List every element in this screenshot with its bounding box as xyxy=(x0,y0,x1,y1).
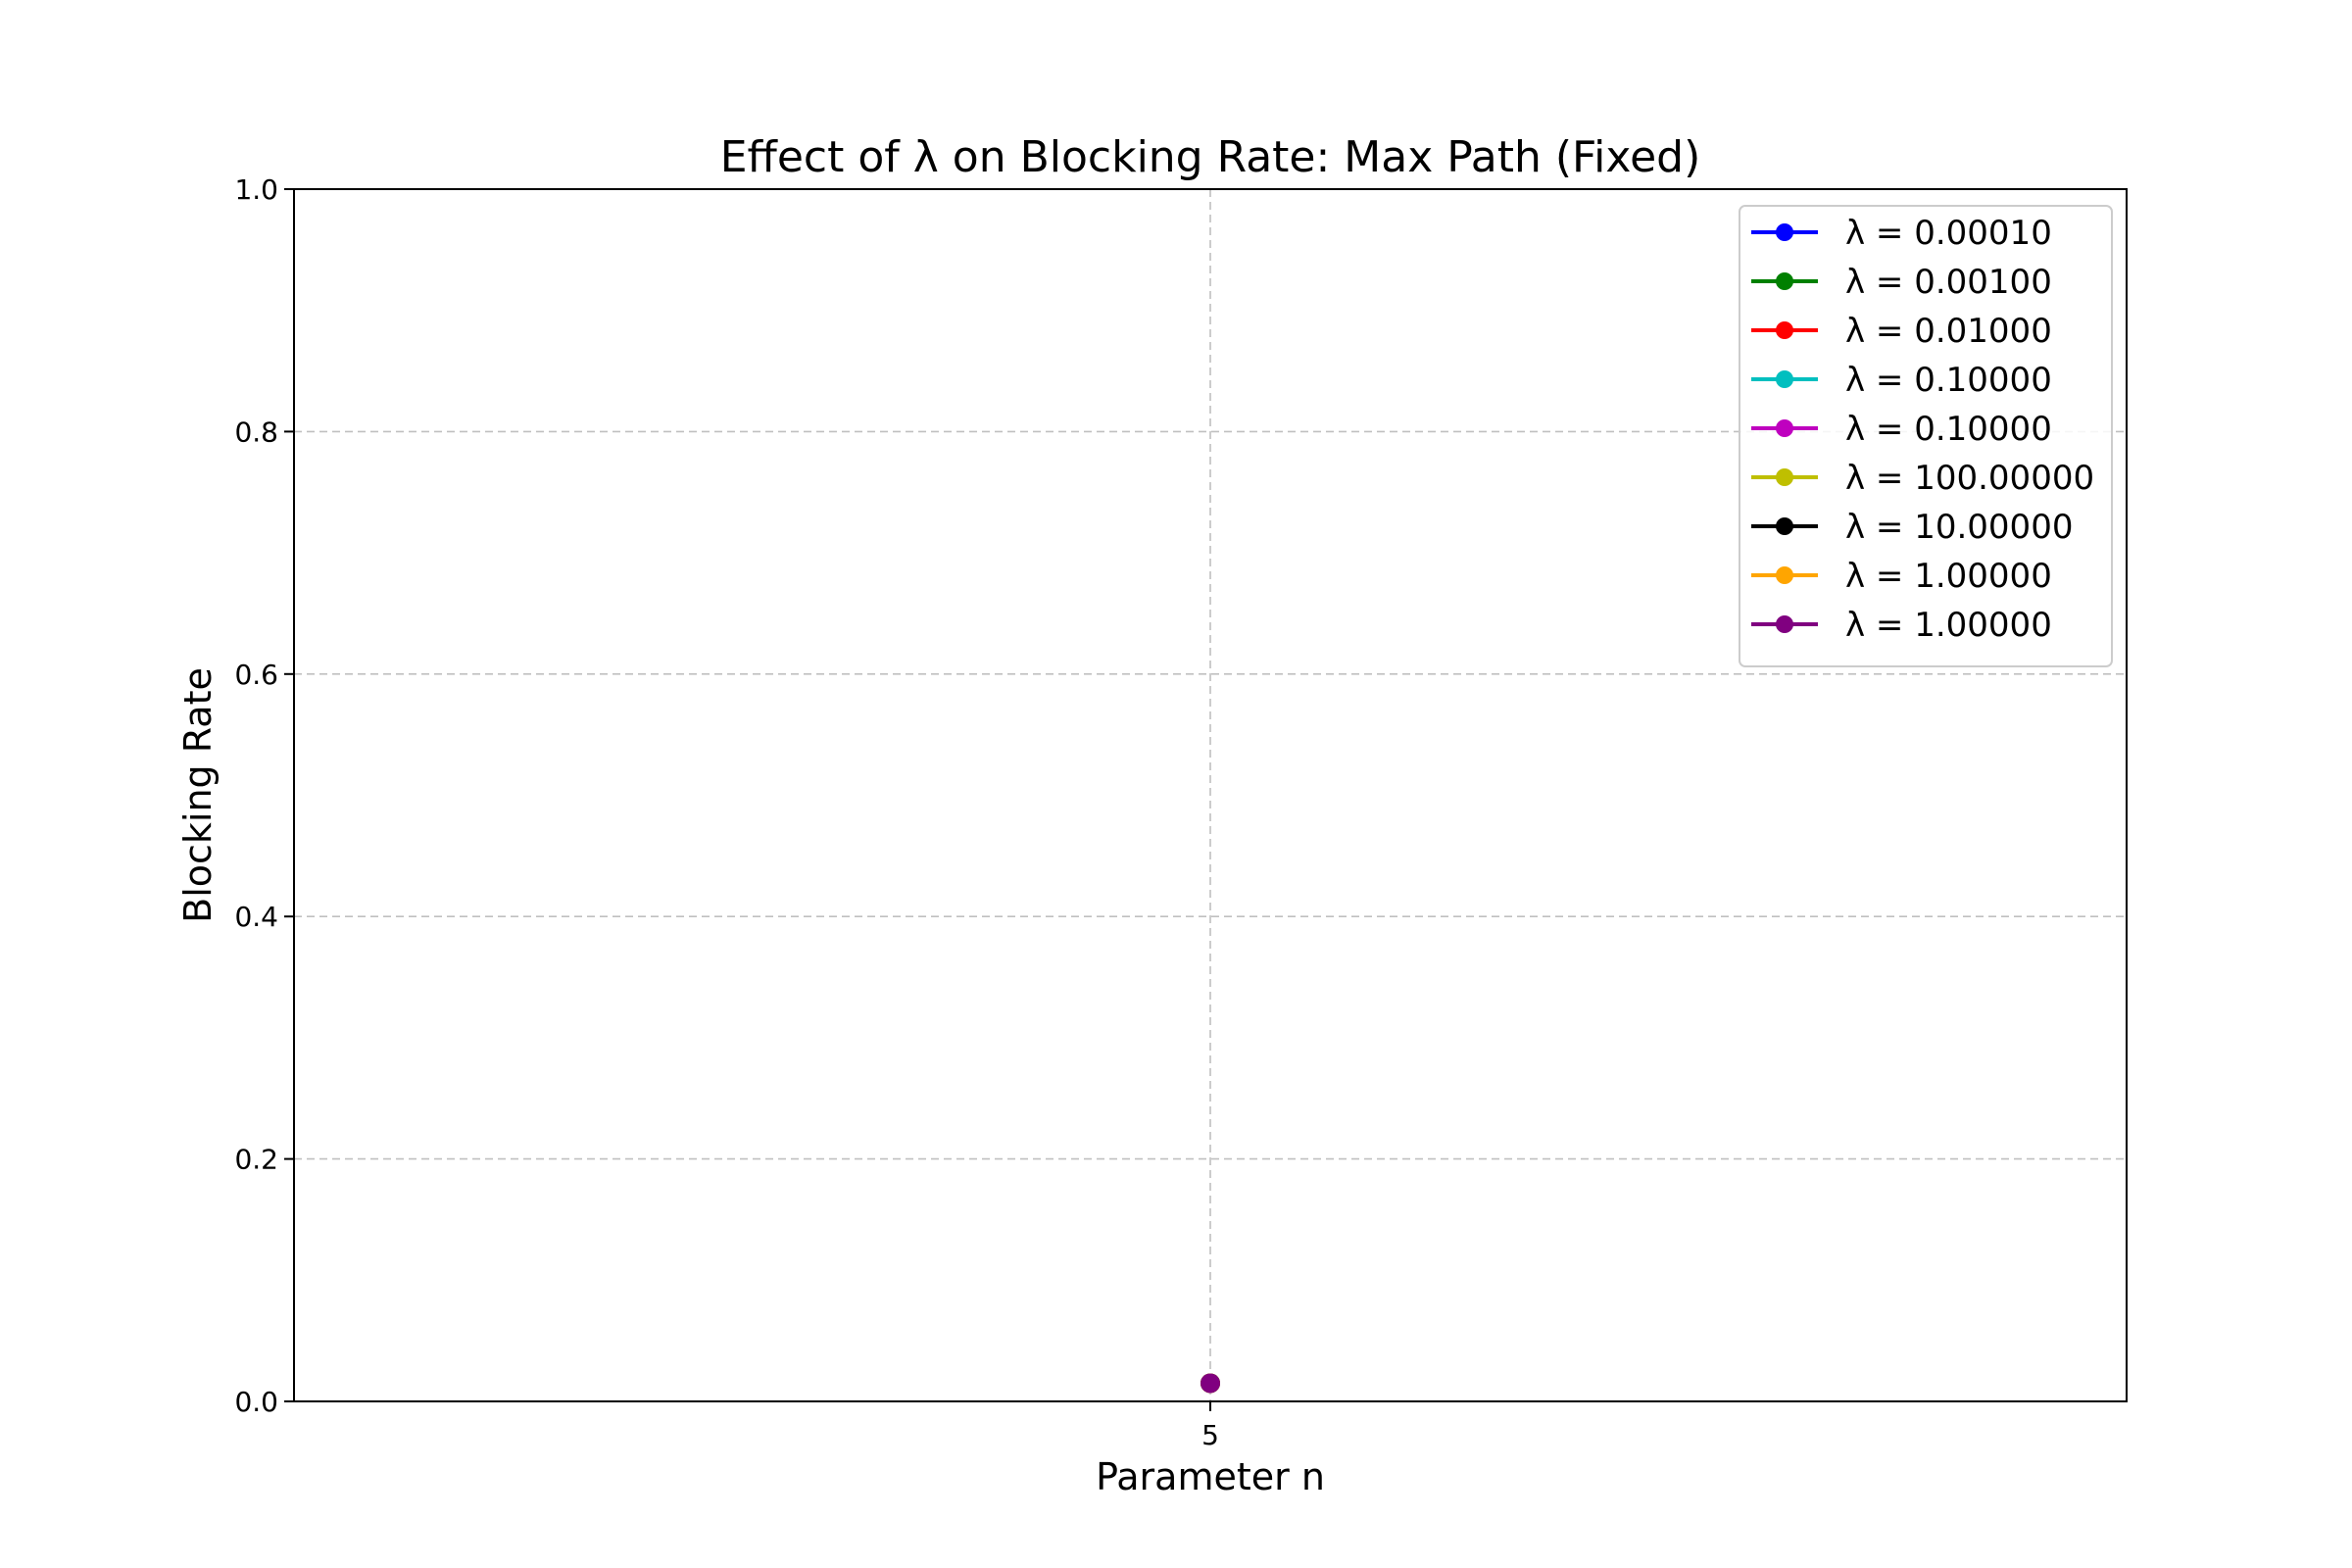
legend-label: λ = 10.00000 xyxy=(1845,508,2073,547)
legend-entry: λ = 0.00100 xyxy=(1751,263,2052,302)
legend-label: λ = 0.00010 xyxy=(1845,214,2052,253)
y-tick-label: 0.0 xyxy=(234,1386,278,1418)
legend-entry: λ = 0.00010 xyxy=(1751,214,2052,253)
series-8 xyxy=(1200,1373,1220,1394)
legend-label: λ = 0.01000 xyxy=(1845,312,2052,351)
legend-marker xyxy=(1776,419,1793,437)
legend-marker xyxy=(1776,517,1793,535)
legend-label: λ = 0.00100 xyxy=(1845,263,2052,302)
legend-box xyxy=(1739,205,2113,667)
y-tick-label: 0.4 xyxy=(234,901,278,933)
data-marks xyxy=(1200,1373,1220,1394)
legend-marker xyxy=(1776,615,1793,633)
legend-label: λ = 1.00000 xyxy=(1845,557,2052,596)
legend-entry: λ = 10.00000 xyxy=(1751,508,2073,547)
x-axis-label: Parameter n xyxy=(1096,1455,1325,1498)
y-tick-label: 1.0 xyxy=(234,173,278,206)
legend-entry: λ = 100.00000 xyxy=(1751,459,2094,498)
legend-label: λ = 0.10000 xyxy=(1845,361,2052,400)
y-axis-label: Blocking Rate xyxy=(176,667,220,923)
y-ticks: 0.0 0.2 0.4 0.6 0.8 1.0 xyxy=(234,173,294,1418)
legend-marker xyxy=(1776,272,1793,290)
legend-marker xyxy=(1776,370,1793,388)
legend-entry: λ = 0.10000 xyxy=(1751,410,2052,449)
legend-label: λ = 1.00000 xyxy=(1845,606,2052,645)
x-tick-label: 5 xyxy=(1201,1419,1219,1451)
legend-entry: λ = 0.10000 xyxy=(1751,361,2052,400)
legend-marker xyxy=(1776,223,1793,241)
legend-entry: λ = 1.00000 xyxy=(1751,557,2052,596)
legend: λ = 0.00010 λ = 0.00100 λ = 0.01000 λ = 0.1… xyxy=(1739,205,2113,667)
y-tick-label: 0.6 xyxy=(234,659,278,691)
legend-entry: λ = 1.00000 xyxy=(1751,606,2052,645)
x-ticks: 5 xyxy=(1201,1401,1219,1451)
grid xyxy=(294,189,2127,1401)
y-tick-label: 0.2 xyxy=(234,1144,278,1176)
chart-title: Effect of λ on Blocking Rate: Max Path (… xyxy=(720,132,1701,182)
y-tick-label: 0.8 xyxy=(234,416,278,448)
legend-entry: λ = 0.01000 xyxy=(1751,312,2052,351)
legend-marker xyxy=(1776,468,1793,486)
legend-marker xyxy=(1776,321,1793,339)
legend-label: λ = 100.00000 xyxy=(1845,459,2094,498)
legend-label: λ = 0.10000 xyxy=(1845,410,2052,449)
data-point xyxy=(1200,1373,1220,1394)
legend-marker xyxy=(1776,566,1793,584)
